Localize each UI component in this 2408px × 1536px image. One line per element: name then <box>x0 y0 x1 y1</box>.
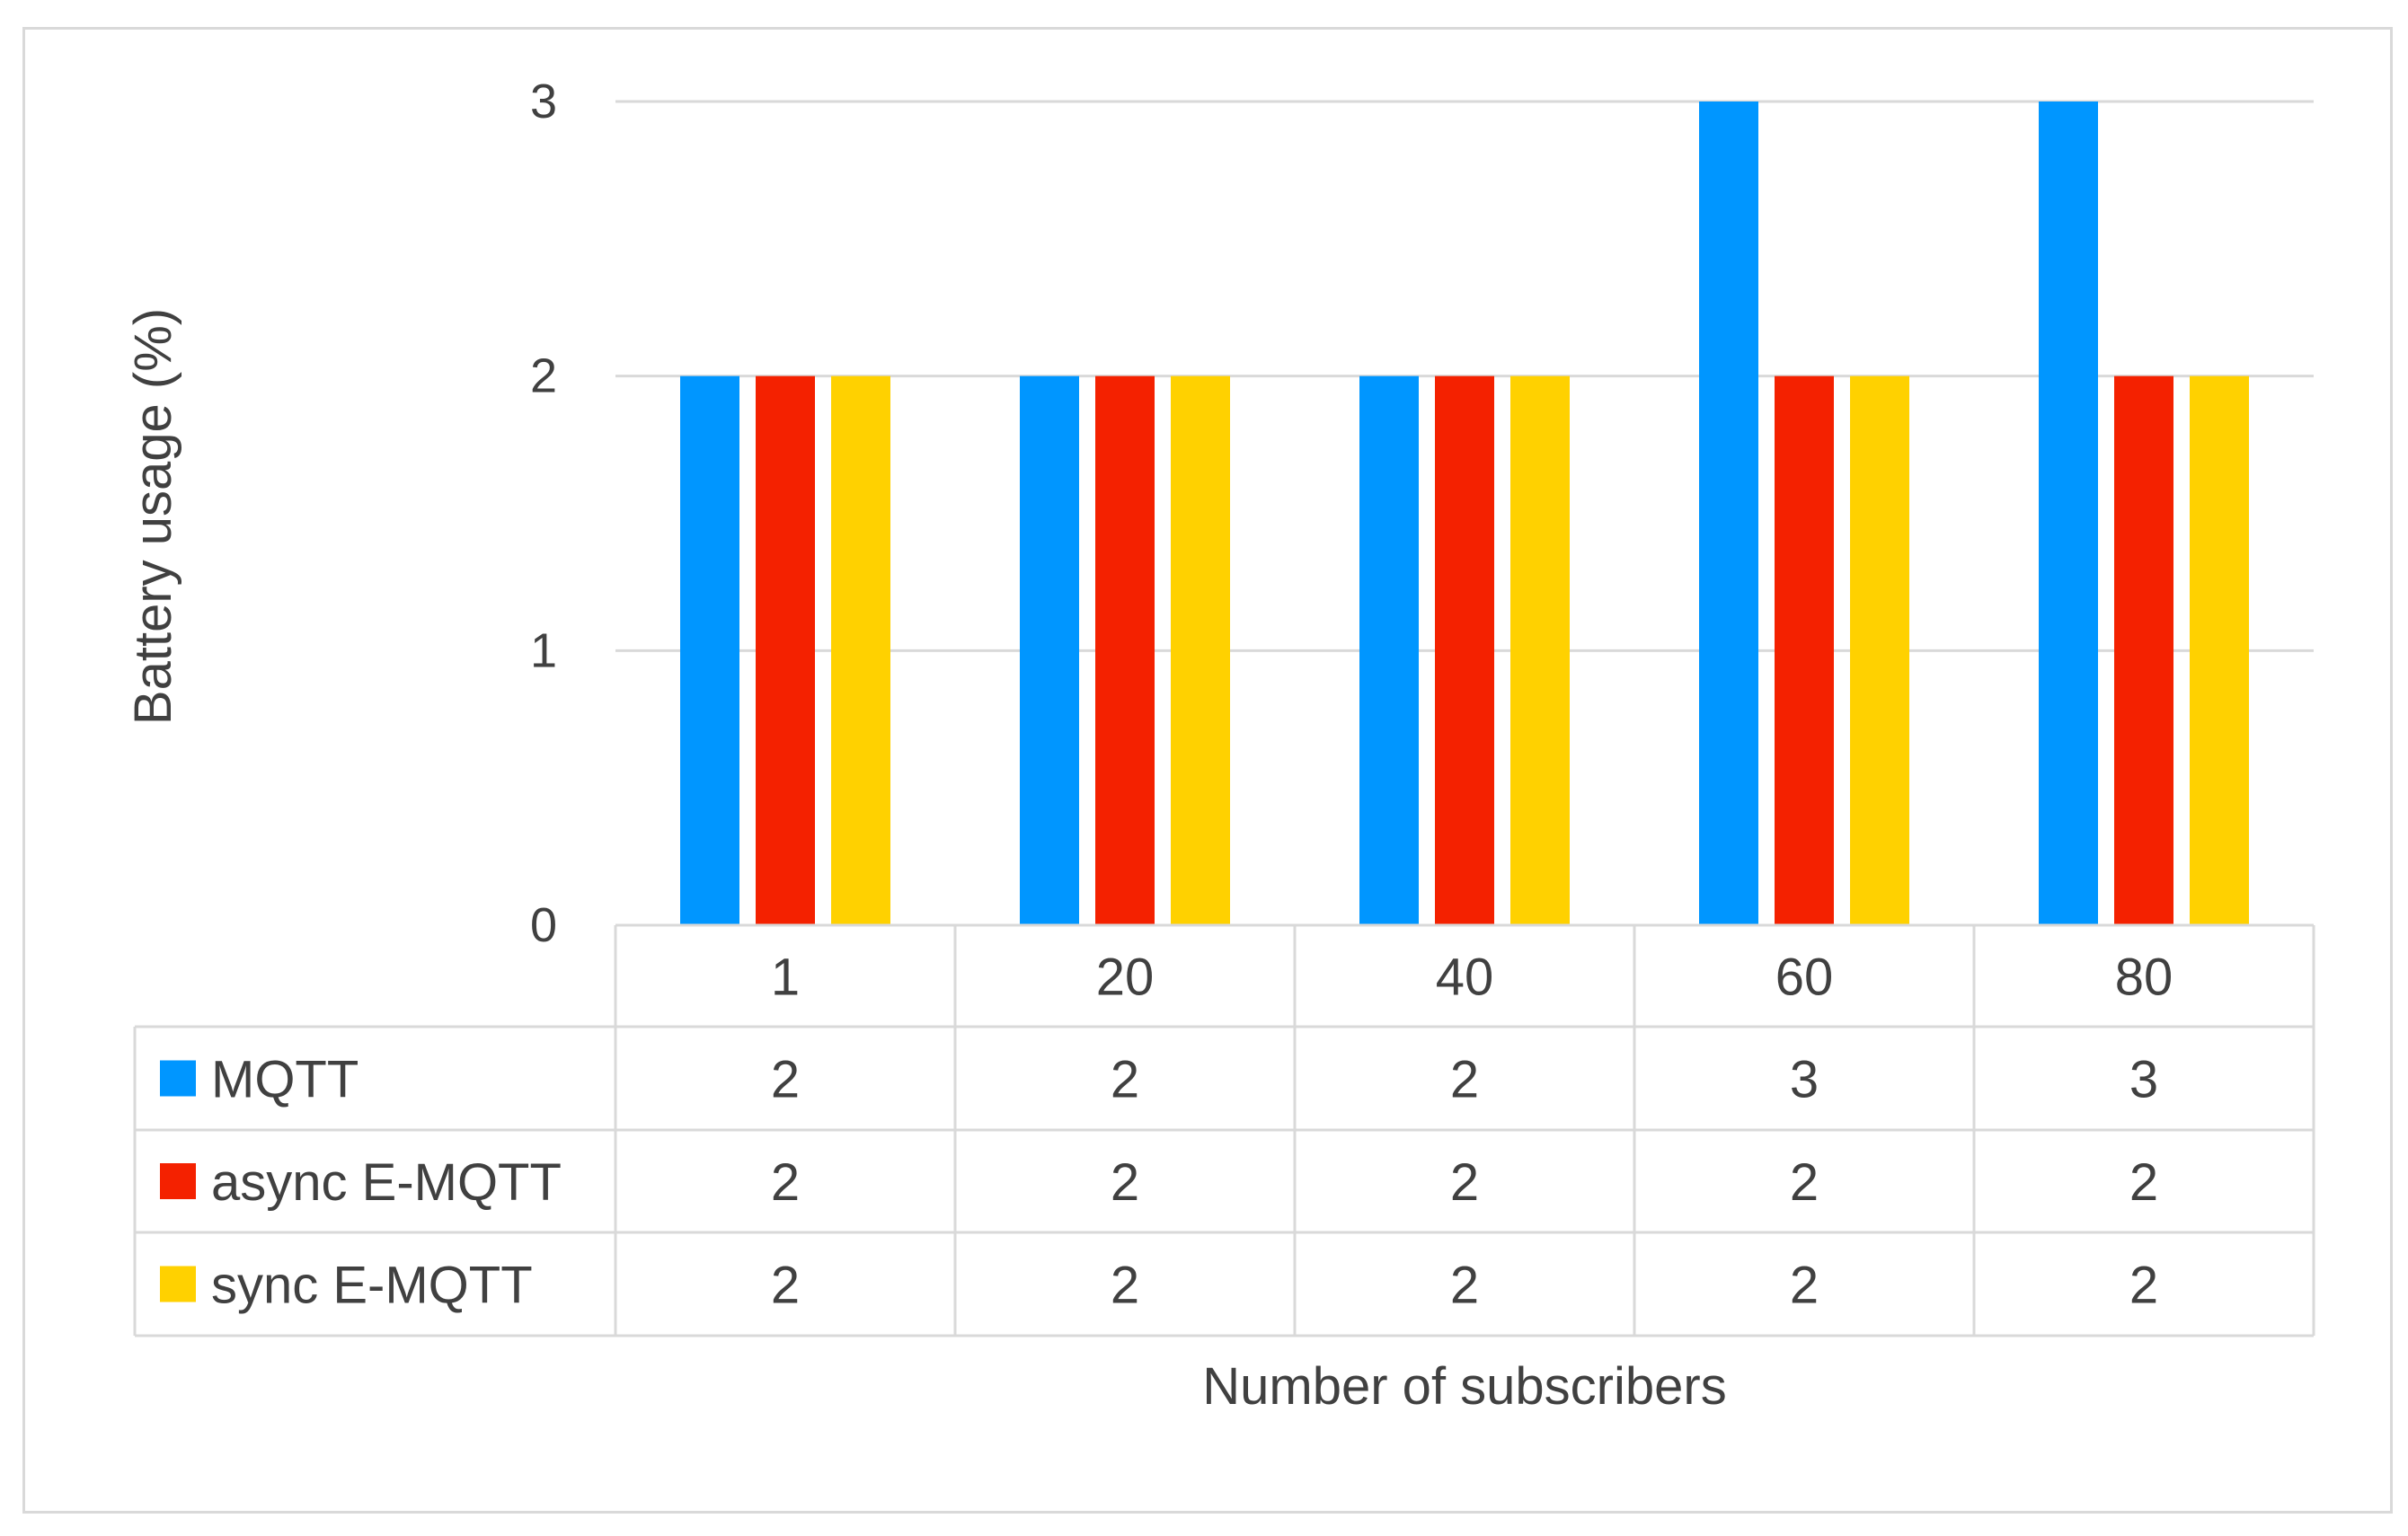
x-axis-title: Number of subscribers <box>1202 1357 1726 1416</box>
data-label-async-e-mqtt-60: 2 <box>1790 1153 1819 1212</box>
bar-sync-e-mqtt-60 <box>1850 375 1909 926</box>
bar-sync-e-mqtt-40 <box>1510 375 1570 926</box>
data-label-async-e-mqtt-20: 2 <box>1111 1153 1139 1212</box>
bar-sync-e-mqtt-1 <box>831 375 890 926</box>
bar-async-e-mqtt-80 <box>2114 375 2173 926</box>
bar-mqtt-20 <box>1020 375 1079 926</box>
data-label-sync-e-mqtt-60: 2 <box>1790 1257 1819 1315</box>
bar-async-e-mqtt-20 <box>1095 375 1155 926</box>
data-label-async-e-mqtt-1: 2 <box>771 1153 800 1212</box>
x-tick-label-80: 80 <box>2115 949 2173 1007</box>
bar-mqtt-40 <box>1359 375 1419 926</box>
data-label-sync-e-mqtt-40: 2 <box>1450 1257 1479 1315</box>
legend-label-mqtt: MQTT <box>211 1051 359 1109</box>
y-axis-title: Battery usage (%) <box>124 308 182 725</box>
x-tick-label-60: 60 <box>1775 949 1834 1007</box>
data-label-mqtt-80: 3 <box>2129 1051 2158 1109</box>
data-label-async-e-mqtt-40: 2 <box>1450 1153 1479 1212</box>
legend-key-mqtt <box>160 1060 196 1097</box>
data-label-sync-e-mqtt-20: 2 <box>1111 1257 1139 1315</box>
data-label-sync-e-mqtt-1: 2 <box>771 1257 800 1315</box>
bar-mqtt-60 <box>1699 102 1758 925</box>
bar-sync-e-mqtt-80 <box>2190 375 2249 926</box>
data-label-mqtt-20: 2 <box>1111 1051 1139 1109</box>
legend-key-async-e-mqtt <box>160 1163 196 1199</box>
bar-mqtt-80 <box>2039 102 2098 925</box>
legend-label-async-e-mqtt: async E-MQTT <box>211 1153 562 1212</box>
y-tick-label-3: 3 <box>530 75 557 128</box>
y-tick-label-0: 0 <box>530 898 557 952</box>
data-label-sync-e-mqtt-80: 2 <box>2129 1257 2158 1315</box>
x-tick-label-40: 40 <box>1436 949 1494 1007</box>
x-tick-label-20: 20 <box>1096 949 1155 1007</box>
data-label-mqtt-60: 3 <box>1790 1051 1819 1109</box>
data-label-async-e-mqtt-80: 2 <box>2129 1153 2158 1212</box>
data-label-mqtt-40: 2 <box>1450 1051 1479 1109</box>
y-tick-labels: 0 1 2 3 <box>530 75 557 952</box>
legend-key-sync-e-mqtt <box>160 1266 196 1302</box>
y-tick-label-2: 2 <box>530 349 557 403</box>
bar-mqtt-1 <box>680 375 739 926</box>
bars <box>680 102 2249 926</box>
bar-async-e-mqtt-40 <box>1435 375 1494 926</box>
x-tick-label-1: 1 <box>771 949 800 1007</box>
bar-sync-e-mqtt-20 <box>1171 375 1230 926</box>
legend-label-sync-e-mqtt: sync E-MQTT <box>211 1257 533 1315</box>
bar-async-e-mqtt-1 <box>756 375 815 926</box>
y-tick-label-1: 1 <box>530 623 557 677</box>
data-label-mqtt-1: 2 <box>771 1051 800 1109</box>
data-table: 1 20 40 60 80 MQTT 2 2 2 3 3 async E-MQTT 2 2 2 2 2 sync … <box>133 923 2315 1337</box>
bar-async-e-mqtt-60 <box>1775 375 1834 926</box>
